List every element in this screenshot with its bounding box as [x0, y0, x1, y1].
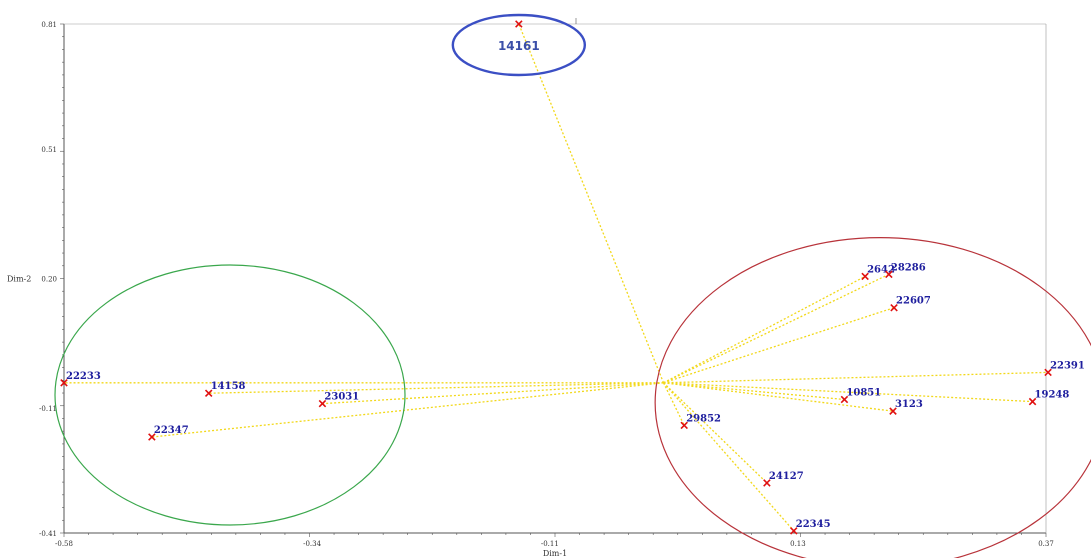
point-label: 14161	[498, 39, 540, 53]
point-marker-stroke	[890, 303, 898, 312]
point-14161: 14161	[498, 20, 540, 53]
connector-line	[663, 382, 1033, 403]
point-label: 22391	[1050, 360, 1085, 371]
point-marker-stroke	[1028, 397, 1037, 406]
point-2642: 2642	[861, 264, 895, 281]
connector-line	[518, 23, 665, 384]
y-axis-label: Dim-2	[7, 275, 31, 284]
y-tick-label: 0.81	[41, 21, 57, 29]
point-marker-stroke	[861, 272, 869, 281]
connector-line	[208, 382, 664, 394]
point-3123: 3123	[889, 399, 923, 415]
point-28286: 28286	[885, 262, 926, 279]
x-tick-label: 0.37	[1038, 540, 1054, 548]
point-marker-stroke	[148, 433, 156, 441]
x-axis-label: Dim-1	[543, 549, 567, 558]
connector-line	[663, 371, 1049, 384]
x-tick-label: -0.34	[303, 540, 321, 548]
point-marker-stroke	[318, 399, 327, 408]
x-tick-label: -0.11	[541, 540, 559, 548]
point-marker-stroke	[60, 379, 68, 387]
connector-line	[662, 382, 685, 426]
point-10851: 10851	[840, 387, 881, 404]
point-marker-stroke	[840, 395, 849, 404]
point-label: 22233	[66, 371, 101, 382]
point-24127: 24127	[763, 471, 804, 487]
x-tick-label: -0.58	[55, 540, 73, 548]
y-tick-label: -0.11	[39, 405, 57, 413]
point-label: 22607	[896, 296, 931, 307]
point-label: 3123	[895, 399, 923, 410]
connector-line	[151, 382, 664, 438]
point-23031: 23031	[318, 392, 359, 408]
point-marker-stroke	[889, 407, 897, 415]
point-label: 29852	[686, 413, 721, 424]
point-22391: 22391	[1044, 360, 1085, 377]
connector-line	[663, 307, 895, 384]
point-marker-stroke	[763, 479, 771, 487]
point-label: 14158	[211, 381, 246, 392]
point-label: 22345	[796, 519, 831, 530]
point-label: 28286	[891, 262, 926, 273]
cluster-blue-ellipse	[451, 13, 587, 77]
point-marker-stroke	[1044, 368, 1052, 377]
point-label: 23031	[324, 392, 359, 403]
point-marker-stroke	[680, 421, 688, 430]
x-tick-label: 0.13	[790, 540, 806, 548]
connector-line	[322, 382, 664, 405]
point-marker-stroke	[885, 270, 893, 279]
connector-line	[663, 382, 795, 532]
connector-line	[663, 382, 894, 412]
point-label: 19248	[1035, 390, 1070, 401]
point-marker-stroke	[515, 20, 523, 28]
point-marker-stroke	[204, 389, 213, 397]
point-label: 24127	[769, 471, 804, 482]
point-22233: 22233	[60, 371, 101, 387]
connector-line	[663, 273, 890, 384]
point-label: 22347	[154, 425, 189, 436]
connector-lines	[64, 23, 1049, 532]
plot-axes: -0.58 -0.34 -0.11 0.13 0.37 0.81 0.51 0.20 -0.11…	[7, 18, 1054, 558]
y-tick-label: 0.51	[41, 146, 57, 154]
point-marker-stroke	[790, 527, 798, 535]
cluster-green-ellipse	[54, 264, 406, 526]
point-label: 2642	[867, 264, 895, 275]
point-14158: 14158	[204, 381, 246, 397]
point-22345: 22345	[790, 519, 831, 535]
cluster-red-ellipse	[654, 237, 1091, 558]
point-19248: 19248	[1028, 390, 1070, 406]
point-22607: 22607	[890, 296, 931, 312]
point-22347: 22347	[148, 425, 189, 441]
cluster-outlines	[54, 13, 1091, 558]
point-29852: 29852	[680, 413, 721, 430]
y-tick-label: -0.41	[39, 530, 57, 538]
point-label: 10851	[846, 387, 881, 398]
y-tick-label: 0.20	[41, 276, 57, 284]
connector-line	[663, 275, 866, 384]
connector-line	[663, 382, 768, 484]
